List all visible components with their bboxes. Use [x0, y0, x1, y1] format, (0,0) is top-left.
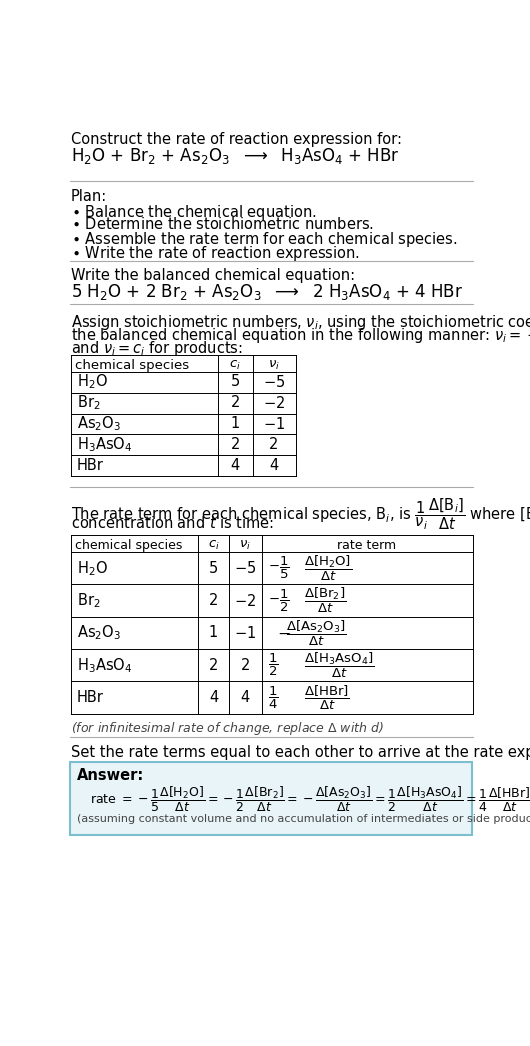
Text: $-5$: $-5$ [234, 561, 257, 576]
Text: Answer:: Answer: [77, 768, 144, 782]
Text: 2: 2 [209, 658, 218, 673]
Text: $c_i$: $c_i$ [208, 539, 219, 552]
Text: $\nu_i$: $\nu_i$ [240, 539, 251, 552]
Text: 5: 5 [209, 561, 218, 575]
Text: $\nu_i$: $\nu_i$ [268, 359, 280, 372]
Text: 4: 4 [241, 690, 250, 705]
Text: $-\dfrac{1}{2}$: $-\dfrac{1}{2}$ [268, 588, 289, 614]
Text: Br$_2$: Br$_2$ [77, 591, 101, 610]
Text: rate $= -\dfrac{1}{5}\dfrac{\Delta[\mathrm{H_2O}]}{\Delta t} = -\dfrac{1}{2}\dfr: rate $= -\dfrac{1}{5}\dfrac{\Delta[\math… [90, 784, 530, 814]
Text: $\dfrac{\Delta[\mathrm{As_2O_3}]}{\Delta t}$: $\dfrac{\Delta[\mathrm{As_2O_3}]}{\Delta… [286, 618, 347, 647]
Text: $-1$: $-1$ [234, 624, 257, 641]
Text: concentration and $t$ is time:: concentration and $t$ is time: [71, 515, 274, 531]
Text: $-1$: $-1$ [263, 415, 285, 432]
Text: $\bullet$ Determine the stoichiometric numbers.: $\bullet$ Determine the stoichiometric n… [71, 217, 374, 232]
Text: $\dfrac{\Delta[\mathrm{Br_2}]}{\Delta t}$: $\dfrac{\Delta[\mathrm{Br_2}]}{\Delta t}… [304, 586, 347, 615]
Text: chemical species: chemical species [75, 539, 182, 552]
Text: 2: 2 [231, 395, 240, 410]
Text: HBr: HBr [77, 457, 104, 473]
Text: chemical species: chemical species [75, 359, 189, 371]
Text: H$_3$AsO$_4$: H$_3$AsO$_4$ [77, 435, 132, 454]
Text: As$_2$O$_3$: As$_2$O$_3$ [77, 623, 121, 642]
Text: Write the balanced chemical equation:: Write the balanced chemical equation: [71, 268, 355, 283]
Text: 4: 4 [209, 690, 218, 705]
Text: H$_2$O: H$_2$O [77, 372, 108, 391]
Text: H$_3$AsO$_4$: H$_3$AsO$_4$ [77, 656, 132, 675]
Text: $\dfrac{\Delta[\mathrm{H_2O}]}{\Delta t}$: $\dfrac{\Delta[\mathrm{H_2O}]}{\Delta t}… [304, 553, 352, 583]
Text: Plan:: Plan: [71, 188, 107, 204]
Text: 1: 1 [231, 416, 240, 431]
Text: (for infinitesimal rate of change, replace $\Delta$ with $d$): (for infinitesimal rate of change, repla… [71, 720, 384, 737]
Text: 2: 2 [209, 593, 218, 608]
Text: $c_i$: $c_i$ [229, 359, 241, 372]
Text: 4: 4 [269, 457, 279, 473]
Text: As$_2$O$_3$: As$_2$O$_3$ [77, 414, 121, 433]
Text: $-$: $-$ [277, 626, 291, 640]
Text: $\bullet$ Write the rate of reaction expression.: $\bullet$ Write the rate of reaction exp… [71, 244, 360, 264]
Text: $\dfrac{1}{4}$: $\dfrac{1}{4}$ [268, 684, 278, 710]
Text: $\dfrac{\Delta[\mathrm{HBr}]}{\Delta t}$: $\dfrac{\Delta[\mathrm{HBr}]}{\Delta t}$ [304, 684, 350, 711]
Text: (assuming constant volume and no accumulation of intermediates or side products): (assuming constant volume and no accumul… [77, 814, 530, 824]
Text: The rate term for each chemical species, B$_i$, is $\dfrac{1}{\nu_i}\dfrac{\Delt: The rate term for each chemical species,… [71, 497, 530, 532]
Text: and $\nu_i = c_i$ for products:: and $\nu_i = c_i$ for products: [71, 339, 243, 358]
FancyBboxPatch shape [70, 761, 472, 835]
Text: 4: 4 [231, 457, 240, 473]
Text: HBr: HBr [77, 690, 104, 705]
Text: $\bullet$ Balance the chemical equation.: $\bullet$ Balance the chemical equation. [71, 203, 316, 222]
Text: 2: 2 [241, 658, 250, 673]
Text: $-2$: $-2$ [234, 593, 257, 609]
Text: $-2$: $-2$ [263, 394, 285, 411]
Text: H$_2$O + Br$_2$ + As$_2$O$_3$  $\longrightarrow$  H$_3$AsO$_4$ + HBr: H$_2$O + Br$_2$ + As$_2$O$_3$ $\longrigh… [71, 145, 400, 165]
Text: 5: 5 [231, 374, 240, 389]
Text: 1: 1 [209, 626, 218, 640]
Text: 2: 2 [269, 437, 279, 452]
Text: $-5$: $-5$ [263, 373, 285, 390]
Text: 2: 2 [231, 437, 240, 452]
Text: Assign stoichiometric numbers, $\nu_i$, using the stoichiometric coefficients, $: Assign stoichiometric numbers, $\nu_i$, … [71, 313, 530, 332]
Text: the balanced chemical equation in the following manner: $\nu_i = -c_i$ for react: the balanced chemical equation in the fo… [71, 325, 530, 345]
Text: H$_2$O: H$_2$O [77, 559, 108, 577]
Text: Set the rate terms equal to each other to arrive at the rate expression:: Set the rate terms equal to each other t… [71, 745, 530, 759]
Text: Construct the rate of reaction expression for:: Construct the rate of reaction expressio… [71, 132, 402, 146]
Text: $-\dfrac{1}{5}$: $-\dfrac{1}{5}$ [268, 555, 289, 582]
Text: Br$_2$: Br$_2$ [77, 393, 101, 412]
Text: 5 H$_2$O + 2 Br$_2$ + As$_2$O$_3$  $\longrightarrow$  2 H$_3$AsO$_4$ + 4 HBr: 5 H$_2$O + 2 Br$_2$ + As$_2$O$_3$ $\long… [71, 281, 463, 302]
Text: rate term: rate term [338, 539, 396, 552]
Text: $\dfrac{\Delta[\mathrm{H_3AsO_4}]}{\Delta t}$: $\dfrac{\Delta[\mathrm{H_3AsO_4}]}{\Delt… [304, 651, 375, 680]
Text: $\bullet$ Assemble the rate term for each chemical species.: $\bullet$ Assemble the rate term for eac… [71, 230, 457, 249]
Text: $\dfrac{1}{2}$: $\dfrac{1}{2}$ [268, 653, 278, 679]
